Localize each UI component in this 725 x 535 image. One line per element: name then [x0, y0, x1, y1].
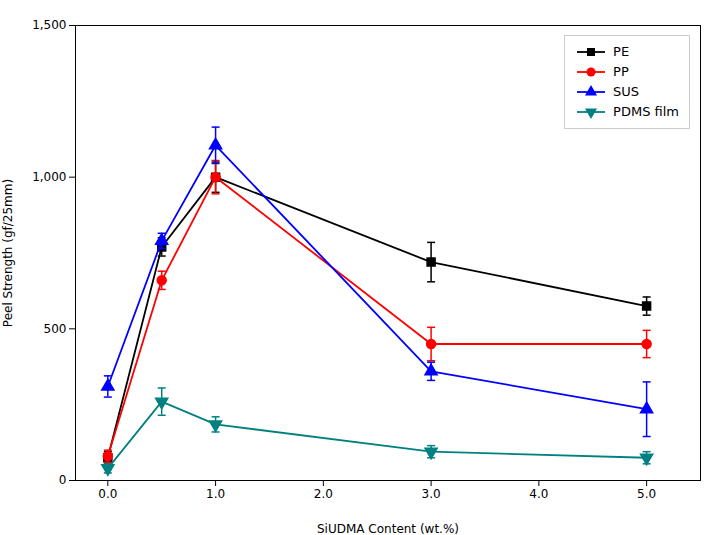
svg-text:SiUDMA Content (wt.%): SiUDMA Content (wt.%) [317, 522, 459, 535]
svg-text:0.0: 0.0 [98, 487, 117, 501]
svg-text:2.0: 2.0 [314, 487, 333, 501]
html-text:SUS: SUS [613, 84, 640, 99]
svg-text:4.0: 4.0 [529, 487, 548, 501]
html-text:PDMS film: PDMS film [613, 104, 679, 119]
svg-text:Peel Strength (gf/25mm): Peel Strength (gf/25mm) [1, 179, 15, 327]
svg-text:3.0: 3.0 [422, 487, 441, 501]
svg-text:1,000: 1,000 [32, 170, 66, 184]
html-text:PE: PE [613, 44, 630, 59]
html-text:PP: PP [613, 64, 629, 79]
svg-text:500: 500 [44, 322, 67, 336]
svg-text:1.0: 1.0 [206, 487, 225, 501]
svg-text:1,500: 1,500 [32, 18, 66, 32]
svg-text:0: 0 [59, 473, 67, 487]
svg-text:5.0: 5.0 [637, 487, 656, 501]
